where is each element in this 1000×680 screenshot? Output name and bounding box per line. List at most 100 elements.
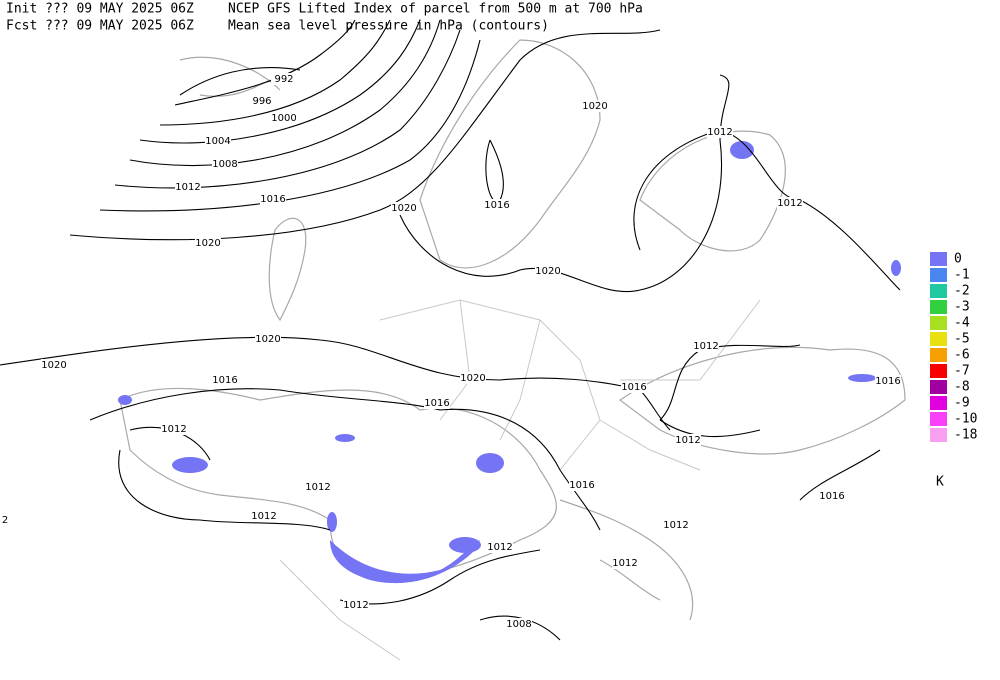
contour-label: 992 [274, 74, 293, 85]
contour-label: 1020 [535, 266, 560, 277]
coastline [268, 217, 307, 322]
contour-label: 1016 [819, 491, 844, 502]
label-background [212, 158, 238, 170]
legend-label: -7 [954, 364, 970, 379]
label-background [569, 479, 595, 491]
coastlines [119, 39, 906, 621]
label-background [391, 202, 417, 214]
legend-label: -10 [954, 412, 977, 427]
legend-swatch [930, 428, 947, 442]
isobar [659, 344, 801, 438]
init-line: Init ??? 09 MAY 2025 06Z [6, 2, 194, 17]
contour-label: 1012 [487, 542, 512, 553]
legend-swatch [930, 316, 947, 330]
contour-label: 1000 [271, 113, 296, 124]
label-background [612, 557, 638, 569]
li-area [848, 374, 876, 382]
li-area [476, 453, 504, 473]
title: NCEP GFS Lifted Index of parcel from 500… [228, 2, 643, 17]
contour-label: 1012 [161, 424, 186, 435]
contour-label: 1012 [693, 341, 718, 352]
fcst-line: Fcst ??? 09 MAY 2025 06Z [6, 19, 194, 34]
label-background [460, 372, 486, 384]
legend-swatch [930, 284, 947, 298]
label-background [251, 510, 277, 522]
label-background [693, 340, 719, 352]
label-background [195, 237, 221, 249]
label-background [0, 514, 18, 526]
legend-label: -8 [954, 380, 970, 395]
label-background [663, 519, 689, 531]
label-background [424, 397, 450, 409]
label-background [484, 199, 510, 211]
isobar [179, 67, 301, 96]
contour-label: 1020 [255, 334, 280, 345]
contour-label: 1020 [460, 373, 485, 384]
contour-label: 1012 [175, 182, 200, 193]
label-background [175, 181, 201, 193]
legend-label: -2 [954, 284, 970, 299]
label-background [707, 126, 733, 138]
isobar [174, 19, 356, 106]
legend-label: -3 [954, 300, 970, 315]
isobar [139, 19, 421, 144]
legend-label: -18 [954, 428, 977, 443]
contour-label: 1016 [875, 376, 900, 387]
li-area [730, 141, 754, 159]
subtitle: Mean sea level pressure in hPa (contours… [228, 19, 549, 34]
label-background [777, 197, 803, 209]
contour-label: 1020 [391, 203, 416, 214]
legend-unit: K [936, 475, 944, 490]
label-background [212, 374, 238, 386]
label-background [41, 359, 67, 371]
contour-label: 1020 [195, 238, 220, 249]
contour-label: 1008 [212, 159, 237, 170]
li-area [327, 512, 337, 532]
isobar [485, 139, 504, 203]
label-background [621, 381, 647, 393]
isobar [129, 19, 441, 167]
legend-swatch [930, 332, 947, 346]
contour-label: 996 [252, 96, 271, 107]
contour-label: 1012 [777, 198, 802, 209]
label-background [819, 490, 845, 502]
coastline [419, 39, 601, 269]
contour-label: 1016 [260, 194, 285, 205]
legend: 0-1-2-3-4-5-6-7-8-9-10-18 K [930, 252, 977, 490]
label-background [249, 95, 275, 107]
label-background [255, 333, 281, 345]
label-background [582, 100, 608, 112]
isobar [633, 129, 901, 291]
isobar [399, 74, 730, 293]
label-background [675, 434, 701, 446]
li-area [335, 434, 355, 442]
contour-label: 1012 [612, 558, 637, 569]
coastline [119, 387, 557, 581]
li-area [330, 540, 480, 584]
contour-label: 1004 [205, 136, 230, 147]
contour-label: 1012 [663, 520, 688, 531]
coastline [179, 56, 281, 97]
contour-label: 1016 [484, 200, 509, 211]
legend-swatch [930, 252, 947, 266]
label-background [875, 375, 901, 387]
legend-swatch [930, 396, 947, 410]
contour-label: 1012 [707, 127, 732, 138]
legend-label: -4 [954, 316, 970, 331]
contour-label: 1016 [424, 398, 449, 409]
legend-swatch [930, 348, 947, 362]
contour-label: 2 [2, 515, 8, 526]
li-area [449, 537, 481, 553]
contour-label: 1012 [305, 482, 330, 493]
contour-label: 1016 [621, 382, 646, 393]
isobar [339, 549, 541, 605]
label-background [260, 193, 286, 205]
contour-label: 1012 [343, 600, 368, 611]
legend-label: -5 [954, 332, 970, 347]
isobar [69, 29, 661, 241]
contour-label: 1012 [675, 435, 700, 446]
li-area [891, 260, 901, 276]
legend-label: -1 [954, 268, 970, 283]
